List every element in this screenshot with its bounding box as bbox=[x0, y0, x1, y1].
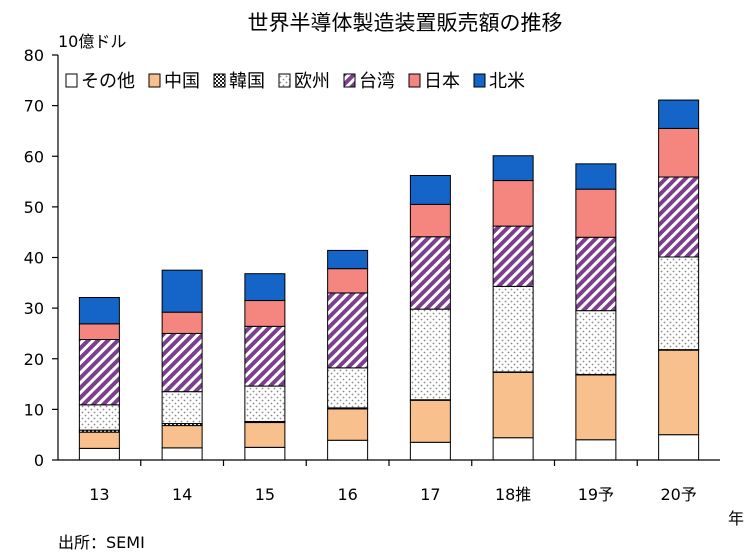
bar-segment bbox=[575, 163, 617, 190]
bar-segment bbox=[244, 325, 286, 387]
bar-segment bbox=[161, 447, 203, 461]
bar-segment bbox=[575, 236, 617, 312]
x-axis-unit-label: 年 bbox=[728, 509, 744, 528]
legend-label: 中国 bbox=[164, 71, 200, 92]
bar-segment bbox=[327, 367, 369, 409]
bar-segment bbox=[575, 374, 617, 441]
bar-segment bbox=[658, 99, 700, 129]
bar-segment bbox=[327, 439, 369, 461]
y-tick-label: 10 bbox=[24, 400, 44, 419]
bar-segment bbox=[244, 446, 286, 461]
bar-segment bbox=[327, 408, 369, 441]
x-tick-label: 20予 bbox=[660, 485, 696, 504]
legend-label: 北米 bbox=[489, 71, 525, 92]
bar-segment bbox=[492, 225, 534, 287]
bar-segment bbox=[78, 323, 120, 341]
bar-segment bbox=[327, 249, 369, 270]
legend-label: 韓国 bbox=[229, 71, 265, 92]
bar-segment bbox=[409, 399, 451, 443]
x-tick-label: 14 bbox=[172, 485, 192, 504]
bar-segment bbox=[492, 285, 534, 373]
legend-label: 欧州 bbox=[294, 71, 330, 92]
bar-segment bbox=[244, 422, 286, 448]
bar-segment bbox=[658, 176, 700, 258]
legend-swatch bbox=[343, 73, 356, 88]
x-tick-label: 16 bbox=[337, 485, 357, 504]
bar-segment bbox=[658, 434, 700, 461]
legend-swatch bbox=[148, 73, 161, 88]
bar-segment bbox=[409, 236, 451, 310]
bar-stack bbox=[492, 155, 534, 461]
x-tick-label: 18推 bbox=[495, 485, 531, 504]
bar-segment bbox=[658, 349, 700, 436]
bar-segment bbox=[409, 441, 451, 461]
legend: その他 中国 韓国 欧州 台湾 日本 北米 bbox=[65, 71, 525, 92]
bar-segment bbox=[575, 310, 617, 375]
bar-segment bbox=[161, 332, 203, 393]
bars bbox=[78, 99, 700, 461]
y-tick-label: 40 bbox=[24, 249, 44, 268]
bar-segment bbox=[244, 273, 286, 302]
legend-label: 台湾 bbox=[359, 71, 395, 92]
bar-segment bbox=[575, 188, 617, 238]
bar-segment bbox=[78, 447, 120, 461]
bar-segment bbox=[492, 371, 534, 439]
legend-swatch bbox=[473, 73, 486, 88]
legend-swatch bbox=[278, 73, 291, 88]
y-tick-label: 80 bbox=[24, 46, 44, 65]
chart-title: 世界半導体製造装置販売額の推移 bbox=[248, 11, 563, 35]
x-tick-label: 15 bbox=[255, 485, 275, 504]
bar-segment bbox=[244, 385, 286, 423]
y-axis: 0 10 20 30 40 50 60 70 80 bbox=[24, 46, 59, 470]
bar-stack bbox=[78, 296, 120, 461]
y-tick-label: 70 bbox=[24, 97, 44, 116]
bar-segment bbox=[409, 174, 451, 205]
y-tick-label: 20 bbox=[24, 350, 44, 369]
bar-segment bbox=[327, 268, 369, 294]
bar-segment bbox=[658, 127, 700, 178]
source-note: 出所：SEMI bbox=[58, 533, 145, 552]
bar-stack bbox=[244, 273, 286, 461]
bar-segment bbox=[78, 404, 120, 431]
y-tick-label: 50 bbox=[24, 198, 44, 217]
y-axis-unit-label: 10億ドル bbox=[58, 32, 126, 51]
y-tick-label: 30 bbox=[24, 299, 44, 318]
legend-swatch bbox=[213, 73, 226, 88]
y-tick-label: 60 bbox=[24, 147, 44, 166]
legend-label: 日本 bbox=[424, 71, 460, 92]
bar-stack bbox=[161, 269, 203, 461]
bar-stack bbox=[575, 163, 617, 461]
bar-segment bbox=[658, 256, 700, 351]
bar-segment bbox=[492, 155, 534, 182]
bar-segment bbox=[78, 339, 120, 406]
bar-segment bbox=[161, 269, 203, 313]
bar-segment bbox=[409, 308, 451, 401]
bar-segment bbox=[161, 311, 203, 334]
bar-stack bbox=[409, 174, 451, 461]
legend-swatch bbox=[408, 73, 421, 88]
bar-stack bbox=[327, 249, 369, 461]
legend-swatch bbox=[65, 73, 78, 88]
x-tick-label: 13 bbox=[89, 485, 109, 504]
x-tick-label: 17 bbox=[420, 485, 440, 504]
bar-segment bbox=[161, 425, 203, 449]
x-tick-label: 19予 bbox=[578, 485, 614, 504]
bar-segment bbox=[327, 292, 369, 369]
bar-stack bbox=[658, 99, 700, 461]
bar-segment bbox=[78, 296, 120, 325]
bar-segment bbox=[161, 391, 203, 425]
bar-segment bbox=[244, 300, 286, 327]
legend-label: その他 bbox=[81, 71, 135, 92]
y-tick-label: 0 bbox=[34, 451, 44, 470]
bar-segment bbox=[492, 437, 534, 461]
bar-segment bbox=[492, 180, 534, 227]
bar-segment bbox=[575, 439, 617, 461]
x-axis: 13 14 15 16 17 18推 19予 20予 bbox=[58, 459, 720, 504]
bar-segment bbox=[78, 431, 120, 449]
bar-segment bbox=[409, 203, 451, 238]
